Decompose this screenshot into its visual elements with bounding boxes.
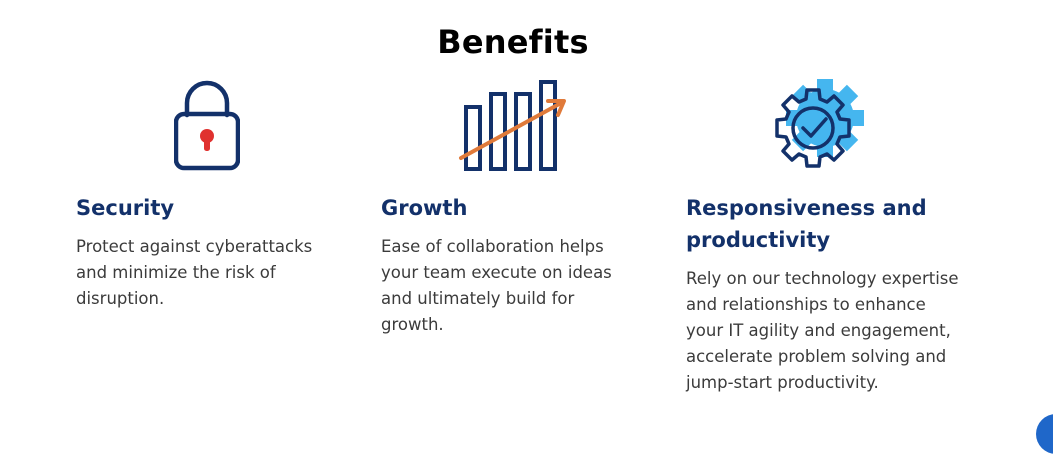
benefit-title: Responsiveness and productivity: [686, 196, 927, 252]
benefit-description: Rely on our technology expertise and rel…: [686, 269, 959, 392]
benefit-title: Growth: [381, 196, 468, 220]
growth-chart-icon: [458, 78, 570, 172]
page-title: Benefits: [437, 23, 589, 62]
gear-check-icon: [767, 78, 869, 172]
padlock-icon: [173, 78, 241, 172]
benefit-description: Protect against cyberattacks and minimiz…: [76, 237, 313, 308]
benefit-title: Security: [76, 196, 175, 220]
scroll-to-top-button[interactable]: [1036, 414, 1053, 454]
benefit-description: Ease of collaboration helps your team ex…: [381, 237, 612, 334]
